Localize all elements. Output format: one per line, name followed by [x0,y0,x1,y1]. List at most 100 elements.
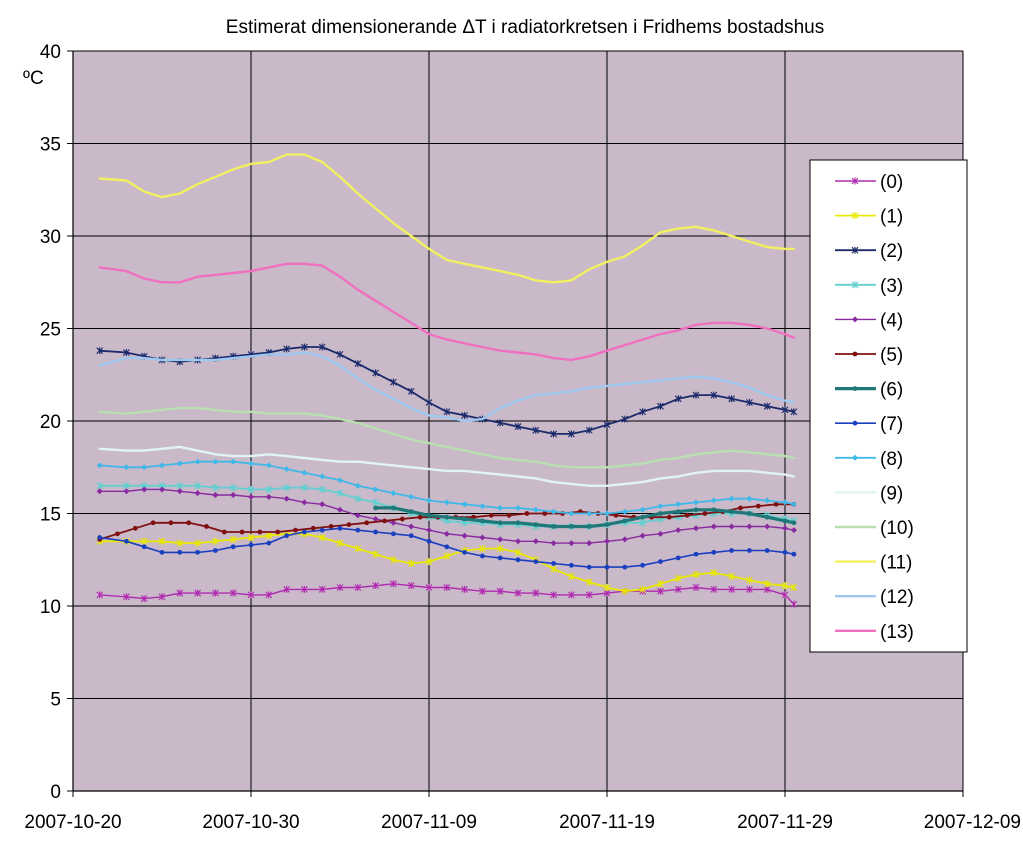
series-4-line [98,488,795,544]
series-5-marker [738,505,743,511]
series-8-marker [790,501,797,508]
series-1-marker [443,552,451,560]
series-3-marker [123,482,130,490]
series-12-line [98,351,796,423]
y-tick-label: 25 [40,320,61,341]
series-5-marker [204,524,209,529]
series-5-marker [417,514,423,520]
series-5-marker [399,516,405,522]
series-2-marker [514,423,522,431]
series-0-marker [158,593,166,601]
series-1-marker [247,534,255,542]
series-7-marker [658,559,663,564]
series-4-marker [764,523,771,530]
series-8-marker [710,497,717,504]
series-8-marker [426,497,432,504]
series-7-marker [711,549,717,555]
series-2-marker [425,399,433,406]
series-8-marker [337,477,343,484]
series-7-marker [497,555,503,561]
series-1-marker [425,558,433,566]
series-1-marker [692,571,700,579]
series-4-marker [337,506,343,513]
legend-item-0-marker [851,177,859,185]
series-0-marker [746,585,753,593]
legend-item-1: (1) [835,207,903,228]
series-8-marker [728,495,735,502]
series-8-marker [532,506,539,513]
series-5-marker [293,527,298,533]
series-7-marker [319,527,325,533]
series-1-marker [790,584,798,591]
series-8 [96,458,797,517]
series-0-marker [790,600,798,608]
series-2-marker [790,408,798,416]
series-6-marker [693,507,699,513]
series-0-marker [390,580,397,588]
series-4-marker [782,525,788,532]
legend-item-7: (7) [835,414,903,435]
series-6-marker [408,509,414,515]
series-1 [96,530,798,595]
series-2-marker [283,345,290,353]
series-3-marker [301,484,308,492]
series-7-marker [480,553,485,559]
series-1-marker [781,582,789,590]
series-6-marker [480,518,485,524]
series-7-marker [622,564,628,570]
legend-item-4-marker [852,316,858,323]
series-7-marker [266,540,272,546]
series-8-marker [657,503,664,510]
y-axis-label: ºC [23,68,44,89]
series-8-marker [764,497,771,504]
series-2-line [98,346,795,435]
series-5-marker [115,531,120,537]
series-2-marker [781,406,789,414]
series-7-marker [97,535,103,540]
series-0-marker [229,589,237,597]
series-8-marker [693,499,699,506]
series-6-marker [604,522,610,527]
series-0-marker [407,582,415,590]
series-7-line [98,527,795,568]
series-6-marker [764,514,770,520]
series-2-marker [674,395,682,403]
series-7-marker [373,529,378,535]
series-0-marker [550,591,557,599]
series-6-marker [426,512,432,518]
series-0-marker [354,584,362,591]
series-4-marker [675,527,682,534]
series-4-marker [550,540,557,547]
series-8-marker [248,460,254,467]
series-7-marker [444,544,450,550]
series-2-marker [372,369,379,377]
series-5-marker [666,514,672,520]
series-0-marker [194,589,201,597]
series-1-marker [585,578,593,586]
series-0-marker [781,591,789,599]
series-7-marker [791,551,797,557]
series-13 [98,262,796,362]
series-2-marker [354,360,362,368]
series-1-marker [550,565,557,573]
legend-item-13-label: (13) [880,622,914,643]
series-7-marker [569,562,574,568]
series-2-marker [301,343,308,351]
series-4-marker [283,495,290,502]
series-1-marker [336,539,344,547]
series-2-marker [496,419,504,427]
series-8-marker [176,460,183,467]
series-7-marker [640,562,645,568]
legend-item-10: (10) [835,518,914,539]
series-2-marker [728,395,735,403]
series-6-marker [640,514,645,520]
legend: (0) (1) (2) (3) (4) (5) (6) (7) (8) (9) (10) (11) (1… [809,159,968,653]
legend-item-8-marker [852,454,858,461]
series-4-marker [621,536,628,543]
series-0-marker [336,584,344,591]
series-7-marker [355,527,361,533]
series-0 [96,580,798,608]
series-4-marker [301,499,308,506]
y-tick-label: 40 [40,42,61,63]
series-12 [98,351,796,423]
